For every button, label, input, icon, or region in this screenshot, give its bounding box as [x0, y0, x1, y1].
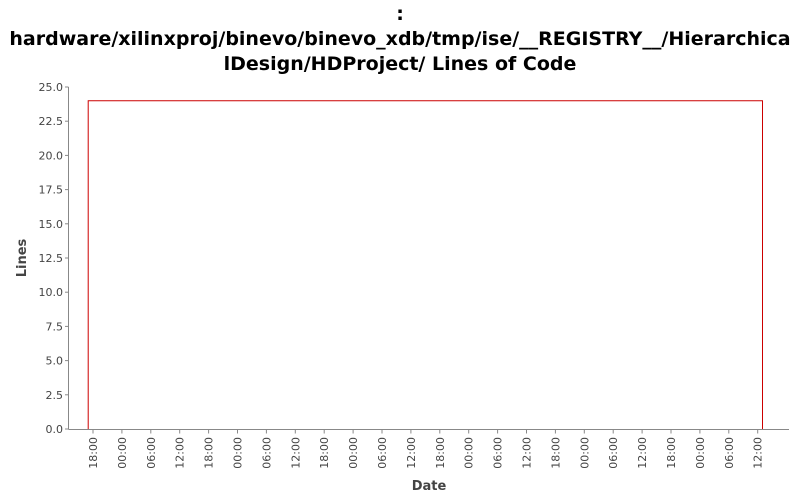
y-tick-label: 22.5: [39, 115, 64, 128]
x-tick-label: 00:00: [347, 437, 360, 469]
chart-title-line-3: lDesign/HDProject/ Lines of Code: [223, 53, 577, 75]
y-tick-label: 5.0: [46, 355, 64, 368]
y-tick-label: 25.0: [39, 81, 64, 94]
chart-title: : hardware/xilinxproj/binevo/binevo_xdb/…: [0, 2, 800, 77]
series-line: [87, 100, 763, 429]
y-tick-label: 12.5: [39, 252, 64, 265]
x-tick-label: 12:00: [636, 437, 649, 469]
chart-title-line-2: hardware/xilinxproj/binevo/binevo_xdb/tm…: [9, 28, 791, 50]
y-tick-label: 10.0: [39, 286, 64, 299]
x-tick-label: 06:00: [145, 437, 158, 469]
x-tick-label: 18:00: [318, 437, 331, 469]
x-tick-label: 12:00: [405, 437, 418, 469]
x-tick-label: 12:00: [174, 437, 187, 469]
y-axis-label: Lines: [15, 238, 30, 277]
chart-title-line-1: :: [396, 3, 404, 25]
x-tick-label: 06:00: [723, 437, 736, 469]
x-tick-label: 18:00: [665, 437, 678, 469]
x-tick-label: 00:00: [463, 437, 476, 469]
y-tick-label: 0.0: [46, 423, 64, 436]
x-tick-label: 18:00: [549, 437, 562, 469]
x-tick-label: 06:00: [492, 437, 505, 469]
x-tick-label: 00:00: [232, 437, 245, 469]
x-tick-label: 12:00: [289, 437, 302, 469]
x-tick-label: 00:00: [694, 437, 707, 469]
x-tick-label: 06:00: [376, 437, 389, 469]
x-tick-label: 06:00: [607, 437, 620, 469]
y-tick-label: 2.5: [46, 389, 64, 402]
x-tick-label: 12:00: [752, 437, 765, 469]
x-tick-label: 18:00: [434, 437, 447, 469]
y-tick-label: 17.5: [39, 184, 64, 197]
x-axis-label: Date: [412, 479, 447, 494]
plot-background: [69, 87, 789, 429]
y-tick-label: 15.0: [39, 218, 64, 231]
x-tick-label: 18:00: [87, 437, 100, 469]
y-tick-label: 7.5: [46, 320, 64, 333]
x-tick-label: 12:00: [521, 437, 534, 469]
x-tick-label: 06:00: [260, 437, 273, 469]
x-tick-label: 00:00: [578, 437, 591, 469]
x-tick-label: 00:00: [116, 437, 129, 469]
y-tick-label: 20.0: [39, 149, 64, 162]
x-tick-label: 18:00: [203, 437, 216, 469]
plot-area: 0.0 2.5 5.0 7.5 10.0 12.5 15.0 17.5 20.0 22.5 25.0…: [39, 81, 789, 469]
